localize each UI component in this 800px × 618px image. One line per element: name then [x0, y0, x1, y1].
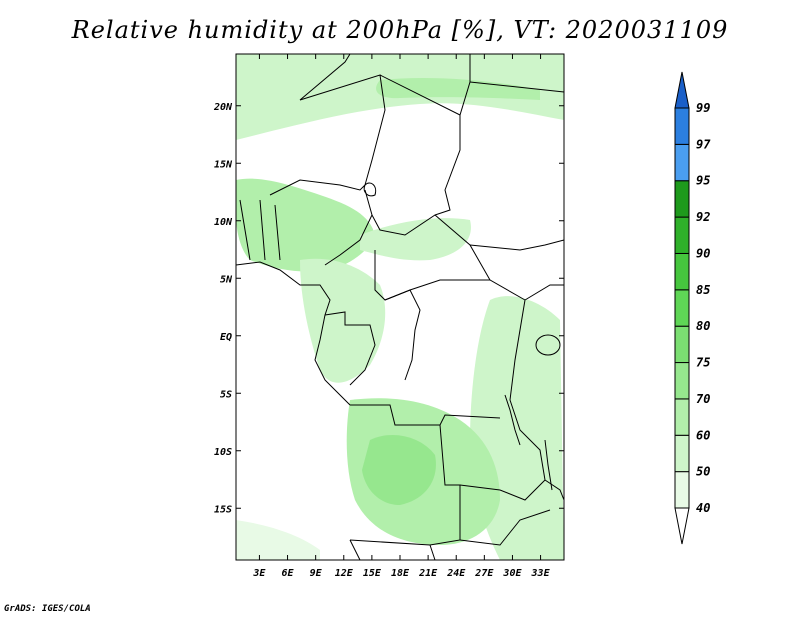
humidity-area-west: [236, 178, 375, 272]
humidity-area-southwest-streak: [236, 520, 320, 560]
colorbar-label: 75: [696, 356, 710, 370]
colorbar-over-triangle: [674, 71, 690, 109]
humidity-area-north-strong: [376, 78, 540, 100]
lat-tick-label: 10S: [214, 447, 232, 458]
border-angola-east: [349, 424, 461, 546]
colorbar-box: [674, 325, 690, 364]
border-car-north: [371, 214, 491, 281]
border-nigeria-cameroon: [324, 189, 373, 266]
border-mozambique: [544, 479, 565, 501]
colorbar-box: [674, 252, 690, 291]
coastline-gulf-guinea: [235, 261, 351, 406]
humidity-area-south-strong: [362, 435, 436, 505]
lon-tick-label: 15E: [363, 568, 382, 579]
colorbar-label: 99: [696, 101, 710, 115]
colorbar-label: 40: [696, 501, 710, 515]
credit-text: GrADS: IGES/COLA: [4, 604, 91, 614]
humidity-area-central: [360, 218, 471, 261]
border-niger-nigeria: [269, 179, 366, 196]
colorbar-label: 70: [696, 392, 710, 406]
colorbar-box: [674, 398, 690, 436]
lakes: [363, 182, 561, 491]
border-egypt-sudan: [469, 81, 565, 93]
border-west-countries: [239, 199, 281, 261]
border-gabon-congo: [324, 311, 376, 386]
colorbar-box: [674, 434, 690, 473]
chart-title: Relative humidity at 200hPa [%], VT: 202…: [71, 16, 729, 44]
humidity-area-cameroon: [300, 258, 386, 383]
lon-tick-label: 33E: [531, 568, 551, 579]
border-chad-sudan-north: [379, 54, 471, 116]
border-ssudan-east: [524, 284, 564, 301]
border-libya-niger: [299, 53, 351, 101]
lon-labels: 3E 6E 9E 12E 15E 18E 21E 24E 27E 30E 33E: [252, 568, 550, 579]
border-chad-sudan: [434, 115, 461, 216]
lat-tick-label: 10N: [214, 217, 233, 228]
colorbar-box: [674, 471, 690, 509]
lake-chad: [363, 182, 377, 197]
border-drc-north: [384, 289, 421, 381]
lat-tick-label: 20N: [213, 102, 233, 113]
lat-tick-label: 15N: [214, 159, 233, 170]
colorbar-box: [674, 180, 690, 218]
border-sudan-ssudan: [469, 239, 565, 251]
colorbar-box: [674, 216, 690, 254]
lat-tick-label: 5S: [220, 389, 232, 400]
axis-ticks: [236, 54, 564, 560]
lon-tick-label: 3E: [252, 568, 266, 579]
lon-tick-label: 30E: [502, 568, 522, 579]
lon-tick-label: 24E: [446, 568, 466, 579]
colorbar: 40 50 60 70 75 80 85 90 92 95 97 99: [674, 71, 711, 545]
lon-tick-label: 18E: [391, 568, 410, 579]
lake-victoria: [535, 334, 561, 356]
lon-tick-label: 9E: [310, 568, 323, 579]
border-zambia: [459, 479, 546, 501]
colorbar-label: 97: [696, 137, 711, 151]
colorbar-label: 85: [696, 283, 710, 297]
lat-labels: 20N 15N 10N 5N EQ 5S 10S 15S: [213, 102, 233, 516]
colorbar-under-triangle: [674, 507, 690, 545]
lat-tick-label: 15S: [214, 504, 232, 515]
colorbar-label: 50: [696, 465, 710, 479]
lake-malawi: [544, 439, 553, 491]
border-namibia: [349, 539, 436, 561]
lon-tick-label: 12E: [335, 568, 354, 579]
humidity-field: [236, 54, 564, 560]
colorbar-box: [674, 107, 690, 145]
colorbar-label: 60: [696, 428, 710, 442]
border-angola-north: [350, 404, 501, 426]
lon-tick-label: 27E: [474, 568, 494, 579]
colorbar-label: 95: [696, 174, 710, 188]
colorbar-box: [674, 143, 690, 182]
country-borders: [235, 53, 565, 561]
colorbar-label: 92: [696, 210, 710, 224]
lon-tick-label: 6E: [282, 568, 295, 579]
border-zambia-south: [459, 509, 551, 546]
colorbar-label: 90: [696, 246, 710, 260]
border-niger-chad: [299, 74, 386, 186]
colorbar-box: [674, 289, 690, 327]
colorbar-label: 80: [696, 319, 710, 333]
colorbar-box: [674, 362, 690, 400]
lat-tick-label: EQ: [220, 332, 232, 343]
lon-tick-label: 21E: [418, 568, 438, 579]
lake-tanganyika: [504, 394, 521, 446]
lat-tick-label: 5N: [220, 274, 233, 285]
border-drc-east: [509, 299, 546, 481]
